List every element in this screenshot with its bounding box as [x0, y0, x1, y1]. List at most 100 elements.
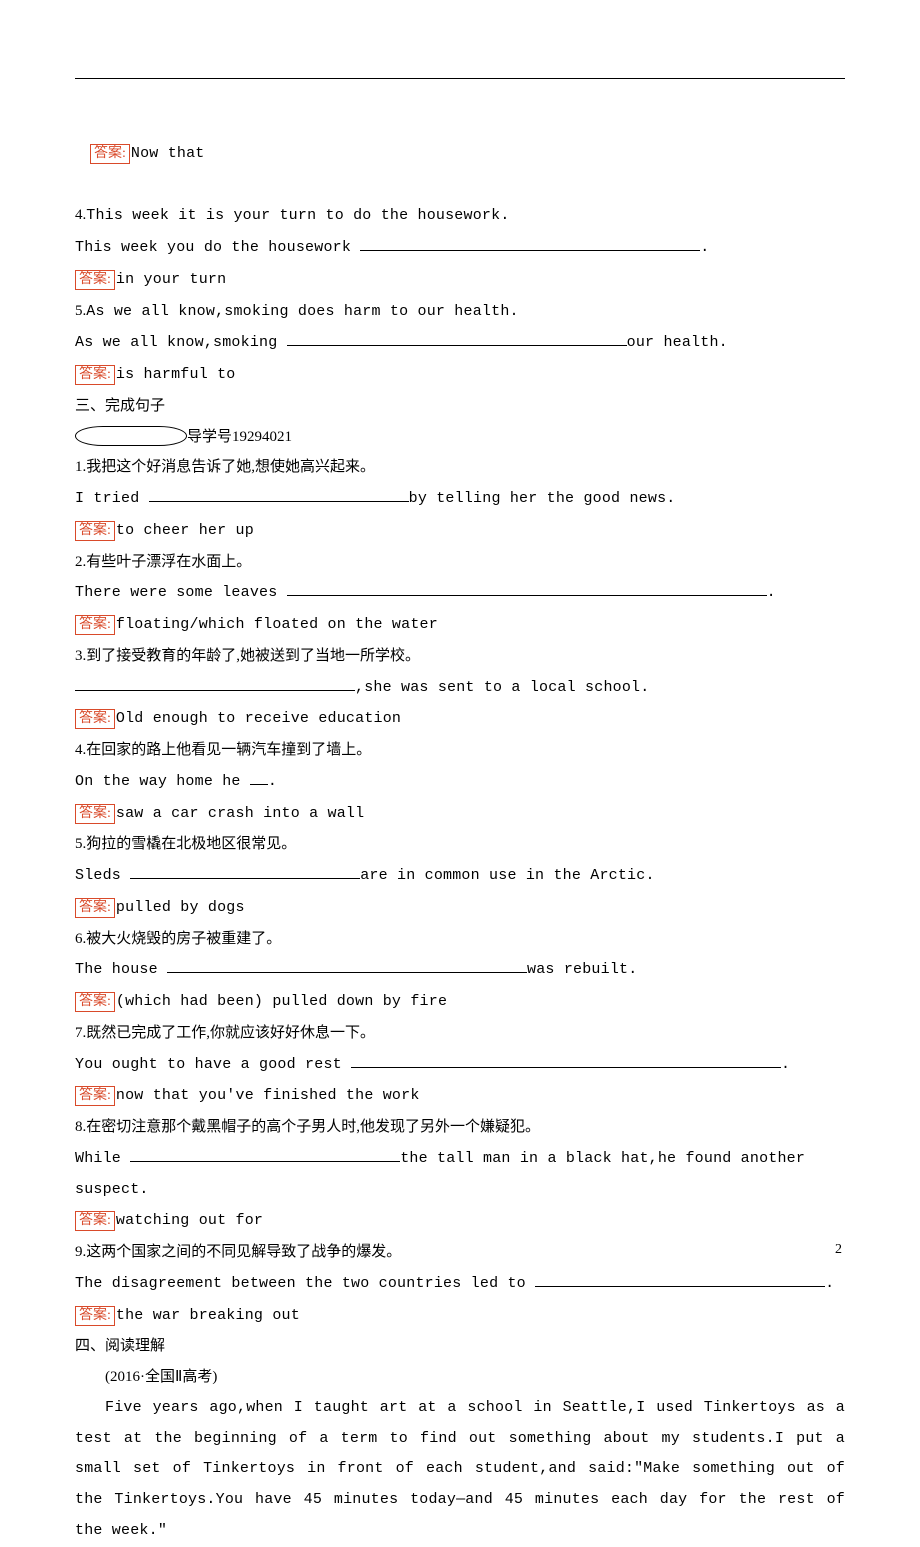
c1-tail: by telling her the good news. [409, 490, 676, 507]
c3-cn: 3.到了接受教育的年龄了,她被送到了当地一所学校。 [75, 641, 845, 672]
c5-pre: Sleds [75, 867, 130, 884]
answer-text: floating/which floated on the water [116, 616, 438, 633]
answer-text: Now that [131, 145, 205, 162]
c2-chinese: 有些叶子漂浮在水面上。 [86, 554, 251, 570]
passage-text: Five years ago,when I taught art at a sc… [75, 1399, 845, 1539]
answer-text: the war breaking out [116, 1307, 300, 1324]
c6-blank [167, 958, 527, 973]
q5-line1: 5.As we all know,smoking does harm to ou… [75, 296, 845, 328]
answer-label: 答案: [75, 804, 115, 824]
guide-number-text: 导学号19294021 [187, 429, 292, 445]
answer-text: Old enough to receive education [116, 710, 401, 727]
q4-line2: This week you do the housework . [75, 232, 845, 264]
c7-chinese: 既然已完成了工作,你就应该好好休息一下。 [86, 1025, 375, 1041]
c9-pre: The disagreement between the two countri… [75, 1275, 535, 1292]
q4-answer: 答案:in your turn [75, 264, 845, 296]
c4-answer: 答案:saw a car crash into a wall [75, 798, 845, 830]
c5-tail: are in common use in the Arctic. [360, 867, 654, 884]
c2-cn: 2.有些叶子漂浮在水面上。 [75, 547, 845, 578]
q5-line2: As we all know,smoking our health. [75, 327, 845, 359]
q5-blank [287, 331, 627, 346]
top-horizontal-rule [75, 78, 845, 79]
c4-tail: . [268, 773, 277, 790]
reading-passage: Five years ago,when I taught art at a sc… [75, 1393, 845, 1547]
c9-number: 9. [75, 1244, 86, 1260]
c8-en2: suspect. [75, 1175, 845, 1206]
c6-cn: 6.被大火烧毁的房子被重建了。 [75, 924, 845, 955]
answer-label: 答案: [90, 144, 130, 164]
answer-text: to cheer her up [116, 522, 254, 539]
c8-cn: 8.在密切注意那个戴黑帽子的高个子男人时,他发现了另外一个嫌疑犯。 [75, 1112, 845, 1143]
c3-en: ,she was sent to a local school. [75, 672, 845, 704]
c7-blank [351, 1053, 781, 1068]
c5-blank [130, 864, 360, 879]
c4-blank [250, 770, 268, 785]
c2-en: There were some leaves . [75, 577, 845, 609]
answer-label: 答案: [75, 1086, 115, 1106]
answer-label: 答案: [75, 521, 115, 541]
c6-en: The house was rebuilt. [75, 954, 845, 986]
q5-pre: As we all know,smoking [75, 334, 287, 351]
c8-number: 8. [75, 1119, 86, 1135]
c5-answer: 答案:pulled by dogs [75, 892, 845, 924]
c3-blank [75, 676, 355, 691]
c7-answer: 答案:now that you've finished the work [75, 1080, 845, 1112]
c7-number: 7. [75, 1025, 86, 1041]
c1-cn: 1.我把这个好消息告诉了她,想使她高兴起来。 [75, 452, 845, 483]
c4-pre: On the way home he [75, 773, 250, 790]
c4-chinese: 在回家的路上他看见一辆汽车撞到了墙上。 [86, 742, 371, 758]
c1-en: I tried by telling her the good news. [75, 483, 845, 515]
c2-answer: 答案:floating/which floated on the water [75, 609, 845, 641]
q4-line1: 4.This week it is your turn to do the ho… [75, 200, 845, 232]
c5-en: Sleds are in common use in the Arctic. [75, 860, 845, 892]
q5-sentence: As we all know,smoking does harm to our … [86, 303, 518, 320]
answer-text: saw a car crash into a wall [116, 805, 364, 822]
c9-en: The disagreement between the two countri… [75, 1268, 845, 1300]
c6-answer: 答案:(which had been) pulled down by fire [75, 986, 845, 1018]
c1-chinese: 我把这个好消息告诉了她,想使她高兴起来。 [86, 459, 375, 475]
c3-chinese: 到了接受教育的年龄了,她被送到了当地一所学校。 [86, 648, 420, 664]
c3-answer: 答案:Old enough to receive education [75, 703, 845, 735]
c9-cn: 9.这两个国家之间的不同见解导致了战争的爆发。 [75, 1237, 845, 1268]
passage-source: (2016·全国Ⅱ高考) [75, 1362, 845, 1393]
c1-blank [149, 487, 409, 502]
c5-cn: 5.狗拉的雪橇在北极地区很常见。 [75, 829, 845, 860]
guide-oval-icon [75, 426, 187, 446]
c7-tail: . [781, 1056, 790, 1073]
c2-pre: There were some leaves [75, 584, 287, 601]
c2-tail: . [767, 584, 776, 601]
answer-label: 答案: [75, 992, 115, 1012]
c9-tail: . [825, 1275, 834, 1292]
q5-number: 5. [75, 303, 86, 319]
c1-pre: I tried [75, 490, 149, 507]
answer-label: 答案: [75, 365, 115, 385]
page-number: 2 [835, 1242, 842, 1258]
c2-number: 2. [75, 554, 86, 570]
c9-blank [535, 1272, 825, 1287]
answer-label: 答案: [75, 1306, 115, 1326]
answer-text: in your turn [116, 271, 226, 288]
answer-label: 答案: [75, 898, 115, 918]
c4-cn: 4.在回家的路上他看见一辆汽车撞到了墙上。 [75, 735, 845, 766]
c5-chinese: 狗拉的雪橇在北极地区很常见。 [86, 836, 296, 852]
c6-tail: was rebuilt. [527, 961, 637, 978]
answer-text: is harmful to [116, 366, 236, 383]
answer-label: 答案: [75, 1211, 115, 1231]
c2-blank [287, 581, 767, 596]
c4-en: On the way home he . [75, 766, 845, 798]
c9-answer: 答案:the war breaking out [75, 1300, 845, 1332]
c4-number: 4. [75, 742, 86, 758]
c6-chinese: 被大火烧毁的房子被重建了。 [86, 931, 281, 947]
answer-text: now that you've finished the work [116, 1087, 420, 1104]
answer-label: 答案: [75, 615, 115, 635]
guide-number-line: 导学号19294021 [75, 422, 845, 453]
c6-number: 6. [75, 931, 86, 947]
c5-number: 5. [75, 836, 86, 852]
q4-blank [360, 236, 700, 251]
c7-en: You ought to have a good rest . [75, 1049, 845, 1081]
c1-number: 1. [75, 459, 86, 475]
q4-tail: . [700, 239, 709, 256]
answer-label: 答案: [75, 270, 115, 290]
section-4-title: 四、阅读理解 [75, 1331, 845, 1362]
q4-pre: This week you do the housework [75, 239, 360, 256]
